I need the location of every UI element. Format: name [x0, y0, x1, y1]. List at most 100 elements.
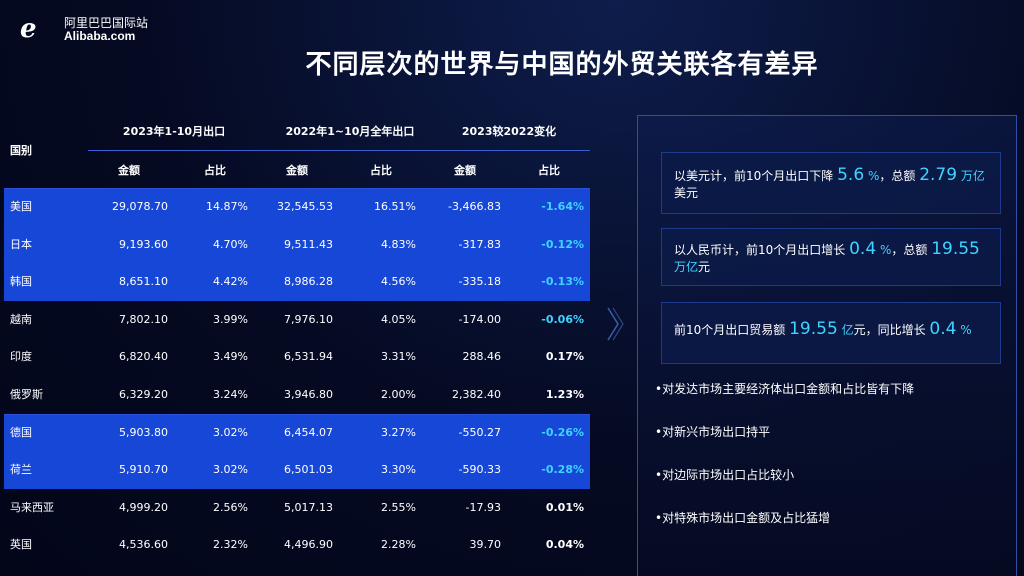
logo-cn-text: 阿里巴巴国际站	[64, 16, 149, 30]
cell-p3: -0.13%	[541, 275, 584, 289]
cell-p1: 2.32%	[213, 538, 248, 552]
cell-p1: 4.42%	[213, 275, 248, 289]
cell-p3: -0.06%	[541, 312, 584, 326]
stat-usd-total: 2.79	[919, 165, 958, 185]
stat-usd-unit: %	[864, 169, 880, 183]
cell-v3: -590.33	[458, 463, 501, 477]
table-row: 荷兰 5,910.70 3.02% 6,501.03 3.30% -590.33 -0.28…	[4, 451, 590, 489]
stat-rmb-total-unit: 万亿	[674, 260, 699, 274]
cell-v2: 6,531.94	[284, 350, 333, 364]
table-row: 日本 9,193.60 4.70% 9,511.43 4.83% -317.83 -0.12…	[4, 225, 590, 264]
cell-v1: 8,651.10	[119, 275, 168, 289]
cell-v3: 2,382.40	[452, 388, 501, 401]
stat-trade-text: 前10个月出口贸易额	[674, 323, 790, 337]
cell-v1: 5,910.70	[119, 463, 168, 477]
cell-p2: 3.30%	[381, 463, 416, 477]
cell-country: 荷兰	[10, 463, 32, 477]
cell-p1: 3.02%	[213, 425, 248, 439]
header-sub-share-1: 占比	[204, 164, 226, 177]
cell-p3: 0.17%	[545, 350, 584, 364]
cell-v3: -3,466.83	[448, 200, 501, 213]
stat-rmb-growth: 0.4	[849, 239, 877, 259]
cell-country: 越南	[10, 312, 32, 326]
page-title: 不同层次的世界与中国的外贸关联各有差异	[305, 50, 819, 80]
cell-v2: 6,454.07	[284, 425, 333, 439]
cell-v2: 5,017.13	[284, 500, 333, 514]
cell-country: 俄罗斯	[10, 388, 43, 401]
stat-box-rmb: 以人民币计，前10个月出口增长 0.4 %，总额 19.55 万亿元	[661, 228, 1001, 286]
header-divider	[88, 150, 590, 151]
table-header: 国别 2023年1-10月出口 2022年1~10月全年出口 2023较2022…	[4, 112, 590, 188]
cell-p1: 3.24%	[213, 388, 248, 401]
cell-v1: 9,193.60	[119, 237, 168, 251]
cell-p3: 0.04%	[545, 538, 584, 552]
cell-v1: 4,536.60	[119, 538, 168, 552]
cell-p1: 14.87%	[206, 200, 248, 213]
export-table: 国别 2023年1-10月出口 2022年1~10月全年出口 2023较2022…	[4, 112, 590, 576]
cell-country: 美国	[10, 200, 32, 213]
cell-v3: -335.18	[458, 275, 501, 289]
header-sub-amount-3: 金额	[454, 164, 476, 177]
table-row: 韩国 8,651.10 4.42% 8,986.28 4.56% -335.18 -0.13…	[4, 263, 590, 301]
cell-p1: 3.99%	[213, 312, 248, 326]
stat-rmb-text: 以人民币计，前10个月出口增长	[674, 243, 850, 257]
alibaba-logo: e 阿里巴巴国际站 Alibaba.com	[20, 12, 160, 46]
stat-box-trade: 前10个月出口贸易额 19.55 亿元，同比增长 0.4 %	[661, 302, 1001, 364]
cell-p2: 3.27%	[381, 425, 416, 439]
cell-p2: 2.55%	[381, 500, 416, 514]
stat-box-usd: 以美元计，前10个月出口下降 5.6 %，总额 2.79 万亿 美元	[661, 152, 1001, 214]
bullet-special: •对特殊市场出口金额及占比猛增	[655, 511, 831, 525]
bullet-marginal: •对边际市场出口占比较小	[655, 468, 795, 482]
cell-p1: 3.49%	[213, 350, 248, 364]
bullet-emerging: •对新兴市场出口持平	[655, 425, 771, 439]
cell-p2: 2.28%	[381, 538, 416, 552]
cell-p1: 2.56%	[213, 500, 248, 514]
stat-rmb-total: 19.55	[931, 239, 980, 259]
stat-trade-unit: 亿	[837, 323, 854, 337]
logo-en-text: Alibaba.com	[64, 29, 136, 43]
header-sub-share-2: 占比	[370, 164, 392, 177]
cell-v2: 4,496.90	[284, 538, 333, 552]
header-group-change: 2023较2022变化	[461, 125, 557, 138]
stat-trade-amount: 19.55	[789, 319, 838, 339]
header-sub-amount-1: 金额	[118, 164, 140, 177]
cell-v2: 8,986.28	[284, 275, 333, 289]
cell-country: 马来西亚	[10, 500, 54, 514]
cell-v2: 6,501.03	[284, 463, 333, 477]
stat-usd-decline: 5.6	[837, 165, 865, 185]
stat-usd-total-unit: 万亿	[957, 169, 985, 183]
table-row: 越南 7,802.10 3.99% 7,976.10 4.05% -174.00 -0.06…	[4, 301, 590, 339]
cell-p3: -0.12%	[541, 237, 584, 251]
stat-rmb-currency: 元	[698, 260, 711, 274]
header-sub-amount-2: 金额	[286, 164, 308, 177]
cell-p3: -1.64%	[541, 200, 584, 213]
cell-v3: -550.27	[458, 425, 501, 439]
cell-v1: 4,999.20	[119, 500, 168, 514]
cell-v2: 3,946.80	[284, 388, 333, 401]
header-country: 国别	[10, 144, 32, 157]
cell-p2: 4.56%	[381, 275, 416, 289]
cell-v3: -317.83	[458, 237, 501, 251]
stat-usd-currency: 美元	[674, 186, 699, 200]
cell-p2: 4.83%	[381, 237, 416, 251]
table-row: 英国 4,536.60 2.32% 4,496.90 2.28% 39.70 0.04%	[4, 526, 590, 564]
cell-v2: 32,545.53	[277, 200, 333, 213]
cell-v1: 29,078.70	[112, 200, 168, 213]
stat-rmb-unit: %	[876, 243, 892, 257]
stat-rmb-mid: ，总额	[891, 243, 932, 257]
table-row: 美国 29,078.70 14.87% 32,545.53 16.51% -3,466.8…	[4, 188, 590, 226]
cell-v1: 6,329.20	[119, 388, 168, 401]
cell-p2: 3.31%	[381, 350, 416, 364]
cell-country: 日本	[10, 237, 32, 251]
cell-v2: 9,511.43	[284, 237, 333, 251]
chevron-right-icon	[607, 307, 624, 341]
cell-v1: 5,903.80	[119, 425, 168, 439]
cell-country: 印度	[10, 350, 32, 364]
cell-country: 德国	[10, 425, 32, 439]
cell-v3: -17.93	[465, 500, 501, 514]
header-group-2023: 2023年1-10月出口	[122, 125, 226, 138]
table-row: 俄罗斯 6,329.20 3.24% 3,946.80 2.00% 2,382.40 1.2…	[4, 376, 590, 414]
cell-v3: 288.46	[462, 350, 502, 364]
cell-p3: 1.23%	[545, 388, 584, 401]
cell-p1: 4.70%	[213, 237, 248, 251]
